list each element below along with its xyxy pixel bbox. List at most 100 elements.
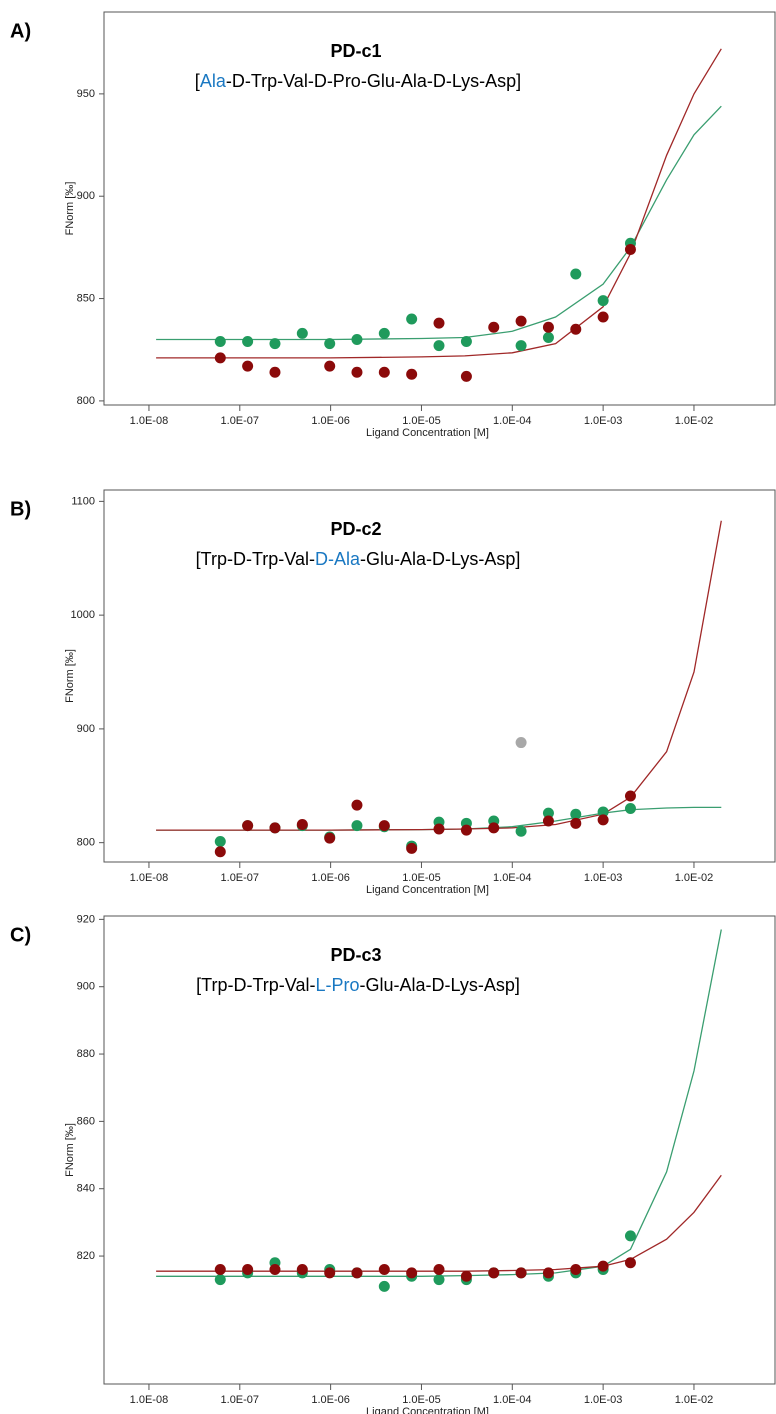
data-point (324, 832, 336, 844)
data-point (488, 321, 500, 333)
x-tick-label: 1.0E-04 (493, 872, 532, 884)
data-point (378, 1264, 390, 1276)
x-tick-label: 1.0E-07 (221, 415, 260, 427)
y-tick-label: 900 (77, 981, 95, 993)
data-point (269, 822, 281, 834)
fit-curve (156, 105, 722, 341)
data-point (460, 1270, 472, 1282)
data-point (542, 1267, 554, 1279)
data-point (242, 336, 254, 348)
x-tick-label: 1.0E-04 (493, 415, 532, 427)
fit-curve (156, 1174, 722, 1272)
x-tick-label: 1.0E-07 (221, 872, 260, 884)
data-point (214, 352, 226, 364)
x-tick-label: 1.0E-02 (675, 1394, 714, 1406)
x-tick-label: 1.0E-07 (221, 1394, 260, 1406)
panel-label: C) (10, 924, 31, 946)
data-point (488, 1267, 500, 1279)
data-point (597, 806, 609, 818)
data-point (433, 823, 445, 835)
data-point (624, 1257, 636, 1269)
y-axis-label: FNorm [‰] (64, 649, 76, 703)
data-point (433, 340, 445, 352)
data-point (433, 1264, 445, 1276)
data-point (406, 313, 418, 325)
y-axis-label: FNorm [‰] (64, 182, 76, 236)
chart-subtitle: [Trp-D-Trp-Val-L-Pro-Glu-Ala-D-Lys-Asp] (196, 975, 520, 995)
x-axis-label: Ligand Concentration [M] (366, 1406, 489, 1414)
chart-title: PD-c3 (330, 945, 381, 965)
data-point (460, 824, 472, 836)
fit-curve (156, 520, 722, 831)
x-tick-label: 1.0E-08 (130, 415, 169, 427)
data-point (624, 803, 636, 815)
data-point (406, 1267, 418, 1279)
y-tick-label: 800 (77, 395, 95, 407)
subtitle-part: [Trp-D-Trp-Val- (196, 975, 315, 995)
y-tick-label: 860 (77, 1115, 95, 1127)
data-point (242, 360, 254, 372)
data-point (269, 1264, 281, 1276)
subtitle-part: -Glu-Ala-D-Lys-Asp] (360, 549, 520, 569)
data-point (324, 338, 336, 350)
x-tick-label: 1.0E-02 (675, 872, 714, 884)
fit-curve (156, 929, 722, 1277)
data-point (378, 1280, 390, 1292)
data-point (597, 295, 609, 307)
plot-frame (103, 915, 776, 1385)
y-tick-label: 850 (77, 292, 95, 304)
data-point (214, 1274, 226, 1286)
subtitle-part: D-Ala (315, 549, 361, 569)
y-tick-label: 800 (77, 837, 95, 849)
data-point (542, 331, 554, 343)
x-tick-label: 1.0E-06 (311, 415, 350, 427)
data-point (214, 836, 226, 848)
subtitle-part: [Trp-D-Trp-Val- (196, 549, 315, 569)
subtitle-part: Ala (200, 71, 227, 91)
data-point (296, 818, 308, 830)
x-axis-label: Ligand Concentration [M] (366, 427, 489, 439)
data-point (624, 790, 636, 802)
plot-frame (103, 11, 776, 406)
data-point (597, 814, 609, 826)
y-tick-label: 880 (77, 1048, 95, 1060)
data-point (570, 323, 582, 335)
data-point (351, 1267, 363, 1279)
x-tick-label: 1.0E-03 (584, 1394, 623, 1406)
data-point (242, 1264, 254, 1276)
data-point (597, 311, 609, 323)
data-point (351, 366, 363, 378)
data-point (460, 370, 472, 382)
panel-label: A) (10, 20, 31, 42)
x-tick-label: 1.0E-08 (130, 872, 169, 884)
data-point (624, 1230, 636, 1242)
y-tick-label: 840 (77, 1183, 95, 1195)
data-point (570, 268, 582, 280)
data-point (351, 334, 363, 345)
data-point (542, 807, 554, 819)
data-point (515, 315, 527, 327)
y-tick-label: 1000 (71, 609, 95, 621)
data-point (624, 243, 636, 255)
x-tick-label: 1.0E-06 (311, 872, 350, 884)
data-point (214, 336, 226, 348)
data-point (324, 1267, 336, 1279)
x-tick-label: 1.0E-05 (402, 1394, 441, 1406)
x-tick-label: 1.0E-08 (130, 1394, 169, 1406)
chart-title: PD-c1 (330, 41, 381, 61)
y-tick-label: 900 (77, 723, 95, 735)
x-tick-label: 1.0E-02 (675, 415, 714, 427)
y-tick-label: 950 (77, 88, 95, 100)
x-axis-label: Ligand Concentration [M] (366, 884, 489, 896)
data-point (378, 820, 390, 832)
subtitle-part: [ (195, 71, 200, 91)
y-tick-label: 1100 (71, 495, 95, 507)
chart-subtitle: [Trp-D-Trp-Val-D-Ala-Glu-Ala-D-Lys-Asp] (196, 549, 521, 569)
data-point (269, 366, 281, 378)
data-point (324, 360, 336, 372)
data-point (378, 366, 390, 378)
y-tick-label: 820 (77, 1250, 95, 1262)
data-point (406, 842, 418, 854)
data-point (433, 317, 445, 329)
panel-label: B) (10, 498, 31, 520)
